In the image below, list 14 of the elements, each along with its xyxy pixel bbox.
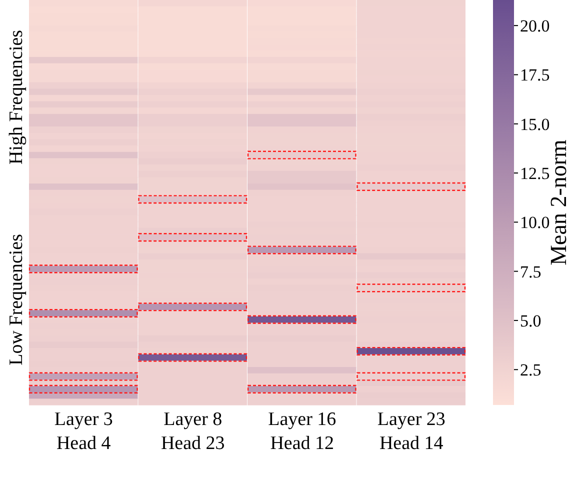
x-tick-label: Layer 23 Head 14 bbox=[377, 409, 446, 454]
color-bar-label: 15.0 bbox=[520, 114, 550, 134]
x-tick-label: Layer 8 Head 23 bbox=[160, 409, 225, 454]
x-tick-label: Layer 3 Head 4 bbox=[54, 409, 113, 454]
color-bar-label: 5.0 bbox=[520, 311, 542, 330]
x-tick-label: Layer 16 Head 12 bbox=[268, 409, 336, 454]
color-bar-label: 12.5 bbox=[520, 164, 550, 183]
text: High Frequencies bbox=[6, 30, 27, 164]
color-bar-label: 7.5 bbox=[520, 262, 542, 282]
color-bar-label: 20.0 bbox=[520, 16, 550, 36]
color-bar-label: 2.5 bbox=[520, 360, 542, 380]
text: Low Frequencies bbox=[6, 234, 27, 366]
color-bar-label: 10.0 bbox=[520, 213, 550, 232]
color-bar-label: 17.5 bbox=[520, 66, 550, 85]
